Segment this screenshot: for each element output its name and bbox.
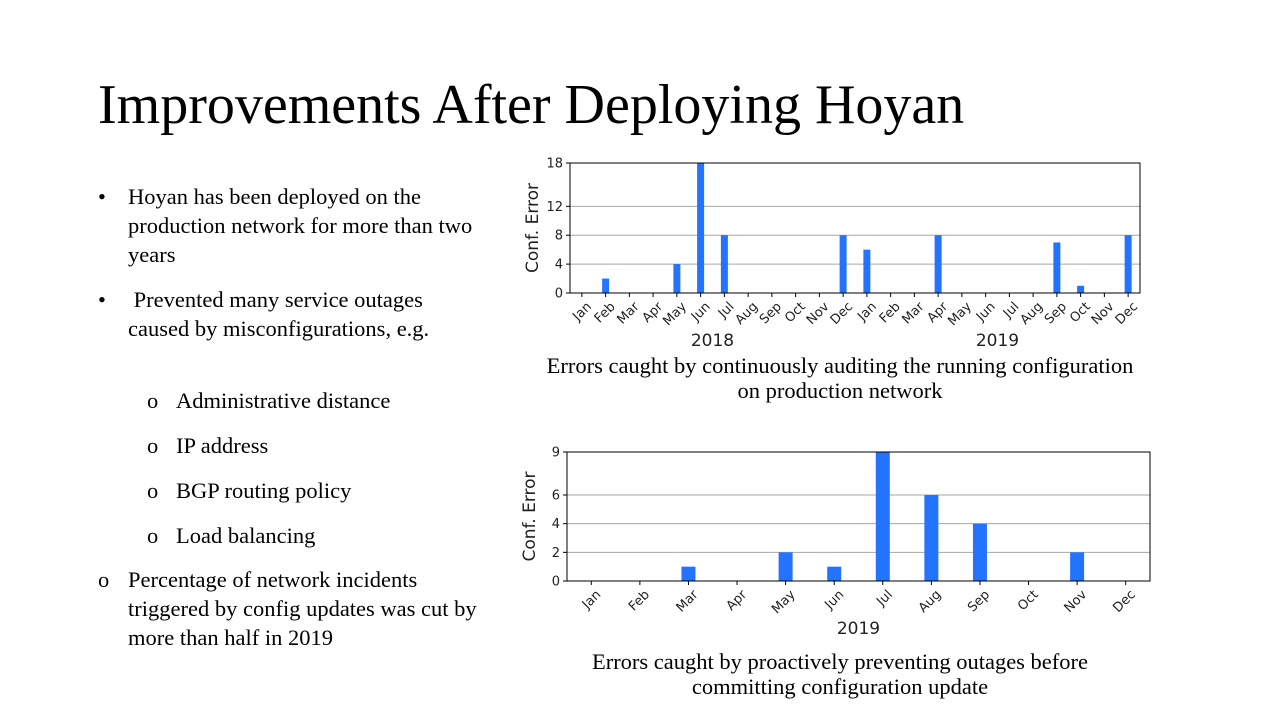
- bullet-text: Prevented many service outages caused by…: [128, 287, 430, 341]
- y-tick-label: 12: [546, 200, 563, 215]
- x-group-label: 2019: [976, 331, 1019, 351]
- y-axis-label: Conf. Error: [520, 471, 540, 561]
- bar: [1070, 552, 1085, 581]
- x-tick-label: Aug: [916, 587, 945, 616]
- x-tick-label: Feb: [592, 299, 619, 326]
- bar: [697, 163, 705, 293]
- x-tick-label: Oct: [1015, 587, 1042, 614]
- x-tick-label: Mar: [899, 299, 927, 327]
- x-tick-label: Jan: [569, 299, 594, 324]
- y-tick-label: 6: [552, 489, 560, 504]
- x-axis-label: 2019: [837, 619, 880, 639]
- bullet-marker: o: [147, 433, 159, 458]
- x-tick-label: Sep: [965, 587, 993, 615]
- bullet-text: Load balancing: [176, 523, 316, 548]
- bar: [673, 264, 681, 293]
- bullet-marker: o: [147, 523, 159, 548]
- bullet-item: • Hoyan has been deployed on the product…: [98, 182, 478, 269]
- bullet-text: IP address: [176, 433, 269, 458]
- x-tick-label: Nov: [1062, 587, 1091, 616]
- x-tick-label: Oct: [782, 299, 809, 326]
- y-tick-label: 9: [552, 446, 560, 461]
- sub-bullet-item: o Administrative distance: [98, 386, 478, 415]
- chart-caption-production-audit: Errors caught by continuously auditing t…: [546, 353, 1134, 403]
- chart-proactive-prevention: 0 2 4 6 9 Jan Feb Mar Apr May Jun Jul Aug Sep Oct Nov De…: [520, 446, 1151, 639]
- bar: [875, 452, 890, 581]
- y-tick-label: 0: [552, 575, 560, 590]
- x-tick-label: May: [660, 299, 690, 329]
- y-tick-label: 0: [555, 287, 563, 302]
- x-tick-label: Dec: [1113, 299, 1141, 327]
- x-tick-label: Mar: [614, 299, 642, 327]
- y-tick-label: 4: [555, 258, 563, 273]
- bullet-text: Percentage of network incidents triggere…: [128, 567, 477, 650]
- y-tick-label: 8: [555, 229, 563, 244]
- plot-frame: [569, 162, 1141, 294]
- x-tick-label: Aug: [733, 299, 762, 328]
- bar: [924, 495, 939, 581]
- y-tick-label: 18: [546, 157, 563, 172]
- bullet-item: o Percentage of network incidents trigge…: [98, 565, 478, 652]
- bullet-marker: o: [98, 567, 110, 592]
- x-tick-label: Jun: [822, 587, 848, 613]
- x-tick-label: Nov: [804, 299, 833, 328]
- bullet-marker: o: [147, 388, 159, 413]
- bar: [863, 249, 871, 293]
- bar: [972, 523, 987, 581]
- x-tick-label: Feb: [877, 299, 904, 326]
- x-tick-label: May: [945, 299, 975, 329]
- x-tick-label: Oct: [1067, 299, 1094, 326]
- x-tick-label: Sep: [757, 299, 785, 327]
- y-tick-label: 2: [552, 546, 560, 561]
- bullet-text: Administrative distance: [176, 388, 391, 413]
- sub-bullet-item: o Load balancing: [98, 521, 478, 550]
- x-tick-label: Apr: [724, 587, 751, 614]
- x-tick-label: Jan: [579, 587, 604, 612]
- x-tick-label: Nov: [1089, 299, 1118, 328]
- bar: [602, 278, 610, 293]
- bullet-marker: •: [98, 287, 106, 312]
- plot-frame: [566, 451, 1151, 582]
- x-tick-label: Aug: [1018, 299, 1047, 328]
- x-tick-label: Feb: [626, 587, 653, 614]
- bullet-text: BGP routing policy: [176, 478, 352, 503]
- sub-bullet-item: o BGP routing policy: [98, 476, 478, 505]
- bar: [1077, 285, 1085, 293]
- x-tick-label: Mar: [674, 587, 702, 615]
- bullet-marker: •: [98, 184, 106, 209]
- bullet-item: • Prevented many service outages caused …: [98, 285, 478, 343]
- x-tick-label: Jun: [688, 299, 714, 325]
- x-tick-label: Dec: [828, 299, 856, 327]
- bar: [839, 235, 847, 293]
- bar: [827, 566, 842, 581]
- sub-bullet-item: o IP address: [98, 431, 478, 460]
- bullet-text: Hoyan has been deployed on the productio…: [128, 184, 473, 267]
- bar: [720, 235, 728, 293]
- x-tick-label: Sep: [1042, 299, 1070, 327]
- x-tick-label: Dec: [1110, 587, 1138, 615]
- bar: [778, 552, 793, 581]
- x-tick-label: Jan: [854, 299, 879, 324]
- x-tick-label: Jul: [873, 587, 895, 609]
- chart-caption-proactive-prevention: Errors caught by proactively preventing …: [591, 649, 1089, 699]
- slide-title: Improvements After Deploying Hoyan: [98, 74, 965, 136]
- x-tick-label: Jun: [973, 299, 999, 325]
- bullet-marker: o: [147, 478, 159, 503]
- x-tick-label: May: [769, 587, 799, 617]
- bar: [681, 566, 696, 581]
- bar: [1053, 242, 1061, 293]
- y-tick-label: 4: [552, 517, 560, 532]
- x-group-label: 2018: [691, 331, 734, 351]
- y-axis-label: Conf. Error: [523, 183, 543, 273]
- bar: [1124, 235, 1132, 293]
- bar: [934, 235, 942, 293]
